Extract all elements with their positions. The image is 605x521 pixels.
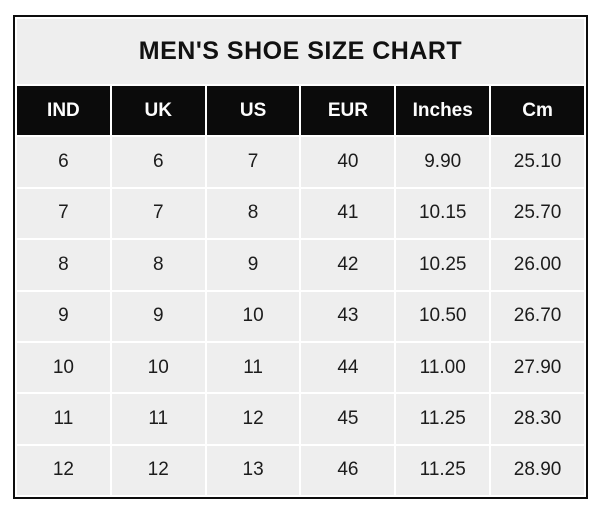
table-row: 6 6 7 40 9.90 25.10: [17, 137, 584, 187]
table-cell: 13: [206, 445, 300, 495]
table-row: 7 7 8 41 10.15 25.70: [17, 188, 584, 239]
table-cell: 28.30: [491, 394, 584, 444]
table-cell: 10: [17, 342, 110, 393]
chart-title: MEN'S SHOE SIZE CHART: [17, 19, 584, 85]
table-cell: 8: [206, 188, 300, 239]
shoe-size-chart: MEN'S SHOE SIZE CHART IND UK US EUR Inch…: [13, 15, 588, 499]
table-row: 10 10 11 44 11.00 27.90: [17, 342, 584, 393]
size-table: MEN'S SHOE SIZE CHART IND UK US EUR Inch…: [15, 17, 586, 497]
table-cell: 8: [17, 240, 110, 290]
table-cell: 41: [301, 188, 395, 239]
table-cell: 12: [17, 445, 110, 495]
table-cell: 10.25: [396, 240, 490, 290]
table-cell: 12: [206, 394, 300, 444]
table-cell: 9: [17, 291, 110, 341]
table-cell: 8: [111, 240, 205, 290]
table-cell: 28.90: [491, 445, 584, 495]
table-cell: 40: [301, 137, 395, 187]
col-header-us: US: [206, 86, 300, 136]
table-cell: 7: [17, 188, 110, 239]
table-cell: 11.25: [396, 445, 490, 495]
table-cell: 27.90: [491, 342, 584, 393]
table-cell: 6: [111, 137, 205, 187]
table-row: 9 9 10 43 10.50 26.70: [17, 291, 584, 341]
table-cell: 9: [111, 291, 205, 341]
table-cell: 6: [17, 137, 110, 187]
table-row: 8 8 9 42 10.25 26.00: [17, 240, 584, 290]
table-cell: 10: [206, 291, 300, 341]
col-header-uk: UK: [111, 86, 205, 136]
table-cell: 43: [301, 291, 395, 341]
table-cell: 46: [301, 445, 395, 495]
table-cell: 10: [111, 342, 205, 393]
col-header-ind: IND: [17, 86, 110, 136]
table-cell: 10.50: [396, 291, 490, 341]
table-cell: 11.00: [396, 342, 490, 393]
col-header-cm: Cm: [491, 86, 584, 136]
table-cell: 25.10: [491, 137, 584, 187]
table-cell: 7: [111, 188, 205, 239]
table-cell: 44: [301, 342, 395, 393]
col-header-inches: Inches: [396, 86, 490, 136]
table-cell: 26.00: [491, 240, 584, 290]
col-header-eur: EUR: [301, 86, 395, 136]
table-cell: 42: [301, 240, 395, 290]
table-cell: 11: [111, 394, 205, 444]
table-cell: 9: [206, 240, 300, 290]
table-row: 11 11 12 45 11.25 28.30: [17, 394, 584, 444]
table-cell: 45: [301, 394, 395, 444]
table-cell: 11: [17, 394, 110, 444]
table-cell: 11: [206, 342, 300, 393]
table-cell: 26.70: [491, 291, 584, 341]
table-row: 12 12 13 46 11.25 28.90: [17, 445, 584, 495]
table-cell: 9.90: [396, 137, 490, 187]
table-cell: 10.15: [396, 188, 490, 239]
table-cell: 25.70: [491, 188, 584, 239]
table-cell: 11.25: [396, 394, 490, 444]
table-cell: 7: [206, 137, 300, 187]
table-cell: 12: [111, 445, 205, 495]
title-row: MEN'S SHOE SIZE CHART: [17, 19, 584, 85]
header-row: IND UK US EUR Inches Cm: [17, 86, 584, 136]
